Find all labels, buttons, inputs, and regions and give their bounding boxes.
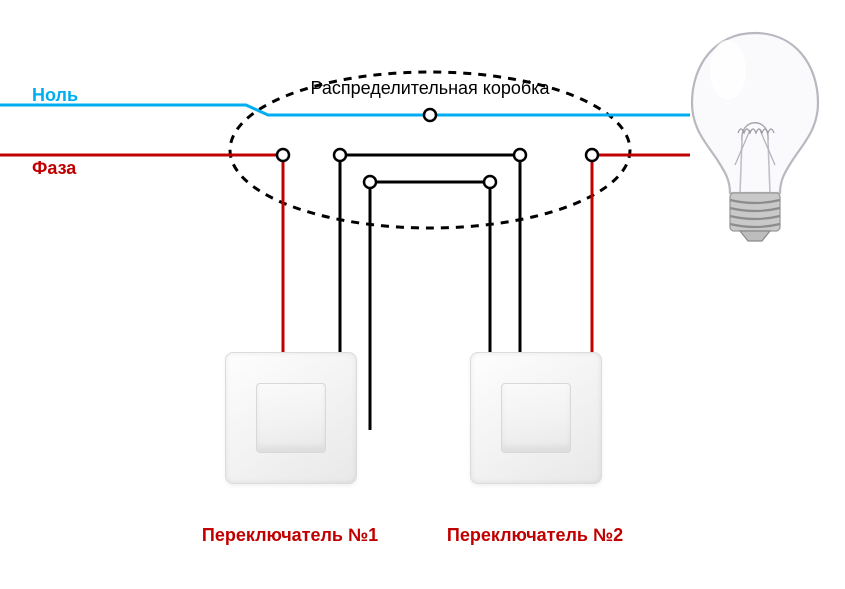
switch-2 [470,352,602,484]
node-j-right-a [514,149,526,161]
phase-label: Фаза [32,158,76,179]
switch-1-indicator [313,431,318,449]
switch2-label: Переключатель №2 [445,525,625,546]
light-bulb [680,25,830,245]
node-j-right-b [484,176,496,188]
neutral-wire [0,105,690,115]
junction-box-label: Распределительная коробка [300,78,560,99]
neutral-label: Ноль [32,85,78,106]
node-j-left-a [334,149,346,161]
node-phase-out [586,149,598,161]
switch1-label: Переключатель №1 [200,525,380,546]
node-neutral [424,109,436,121]
node-phase-in [277,149,289,161]
switch-1 [225,352,357,484]
node-j-left-b [364,176,376,188]
switch-2-indicator [558,431,563,449]
